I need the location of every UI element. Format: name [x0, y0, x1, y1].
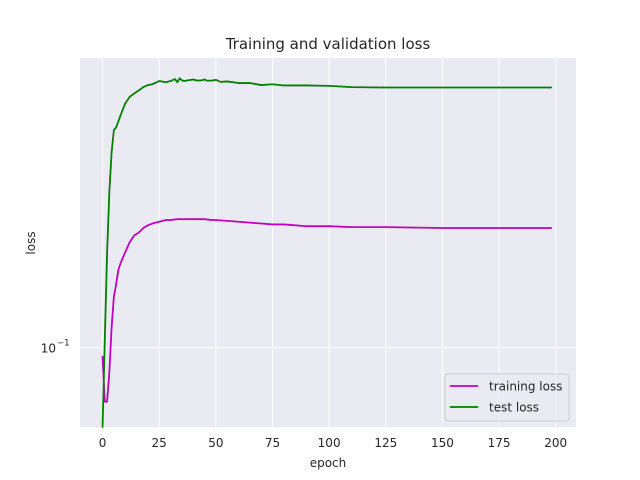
plot-background	[80, 58, 576, 427]
x-axis-label: epoch	[310, 456, 347, 470]
chart-title: Training and validation loss	[225, 35, 431, 53]
x-tick-label: 100	[318, 436, 341, 450]
y-axis-label: loss	[24, 231, 38, 254]
x-tick-label: 150	[431, 436, 454, 450]
x-tick-label: 125	[374, 436, 397, 450]
legend: training loss test loss	[444, 373, 570, 422]
x-tick-label: 175	[488, 436, 511, 450]
x-tick-label: 25	[152, 436, 167, 450]
x-tick-label: 0	[99, 436, 107, 450]
x-tick-label: 50	[208, 436, 223, 450]
x-tick-label: 200	[544, 436, 567, 450]
y-tick-labels: 10 −1	[41, 339, 70, 356]
series-layer	[101, 77, 553, 428]
y-tick-label-exponent: −1	[57, 339, 70, 349]
legend-label-training-loss: training loss	[489, 380, 562, 394]
x-tick-label: 75	[265, 436, 280, 450]
y-tick-label-base: 10	[41, 342, 56, 356]
series-line-test-loss	[101, 77, 553, 428]
x-tick-labels: 0 25 50 75 100 125 150 175 200	[99, 436, 567, 450]
series-line-training-loss	[101, 218, 553, 403]
grid-lines	[80, 58, 576, 427]
legend-label-test-loss: test loss	[489, 401, 539, 415]
